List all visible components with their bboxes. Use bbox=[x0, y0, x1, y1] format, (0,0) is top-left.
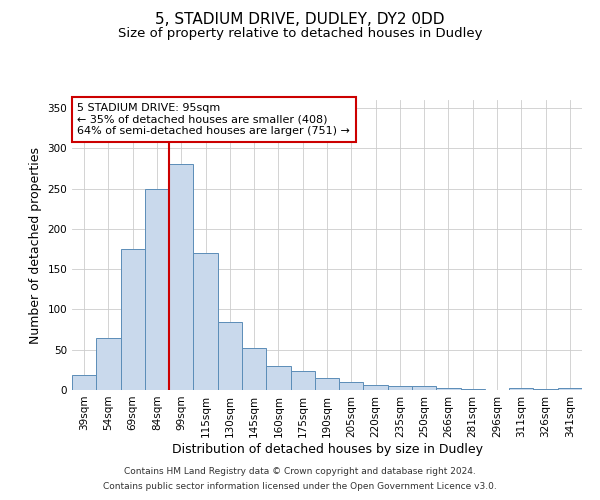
Bar bbox=[461, 389, 485, 390]
Bar bbox=[509, 388, 533, 390]
Bar bbox=[193, 253, 218, 390]
Bar bbox=[242, 348, 266, 390]
Bar bbox=[315, 378, 339, 390]
Bar bbox=[72, 374, 96, 390]
Text: 5, STADIUM DRIVE, DUDLEY, DY2 0DD: 5, STADIUM DRIVE, DUDLEY, DY2 0DD bbox=[155, 12, 445, 28]
Bar bbox=[290, 372, 315, 390]
Text: Contains public sector information licensed under the Open Government Licence v3: Contains public sector information licen… bbox=[103, 482, 497, 491]
Bar bbox=[412, 386, 436, 390]
Bar bbox=[96, 338, 121, 390]
Bar bbox=[388, 386, 412, 390]
Bar bbox=[436, 388, 461, 390]
Bar bbox=[266, 366, 290, 390]
Bar bbox=[169, 164, 193, 390]
Bar bbox=[364, 385, 388, 390]
Bar bbox=[218, 322, 242, 390]
Bar bbox=[121, 249, 145, 390]
Text: 5 STADIUM DRIVE: 95sqm
← 35% of detached houses are smaller (408)
64% of semi-de: 5 STADIUM DRIVE: 95sqm ← 35% of detached… bbox=[77, 103, 350, 136]
Bar bbox=[145, 188, 169, 390]
Bar bbox=[339, 382, 364, 390]
Bar bbox=[558, 388, 582, 390]
Text: Size of property relative to detached houses in Dudley: Size of property relative to detached ho… bbox=[118, 28, 482, 40]
Bar bbox=[533, 389, 558, 390]
X-axis label: Distribution of detached houses by size in Dudley: Distribution of detached houses by size … bbox=[172, 442, 482, 456]
Y-axis label: Number of detached properties: Number of detached properties bbox=[29, 146, 42, 344]
Text: Contains HM Land Registry data © Crown copyright and database right 2024.: Contains HM Land Registry data © Crown c… bbox=[124, 467, 476, 476]
